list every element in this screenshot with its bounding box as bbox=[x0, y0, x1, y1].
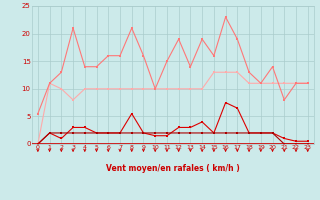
X-axis label: Vent moyen/en rafales ( km/h ): Vent moyen/en rafales ( km/h ) bbox=[106, 164, 240, 173]
